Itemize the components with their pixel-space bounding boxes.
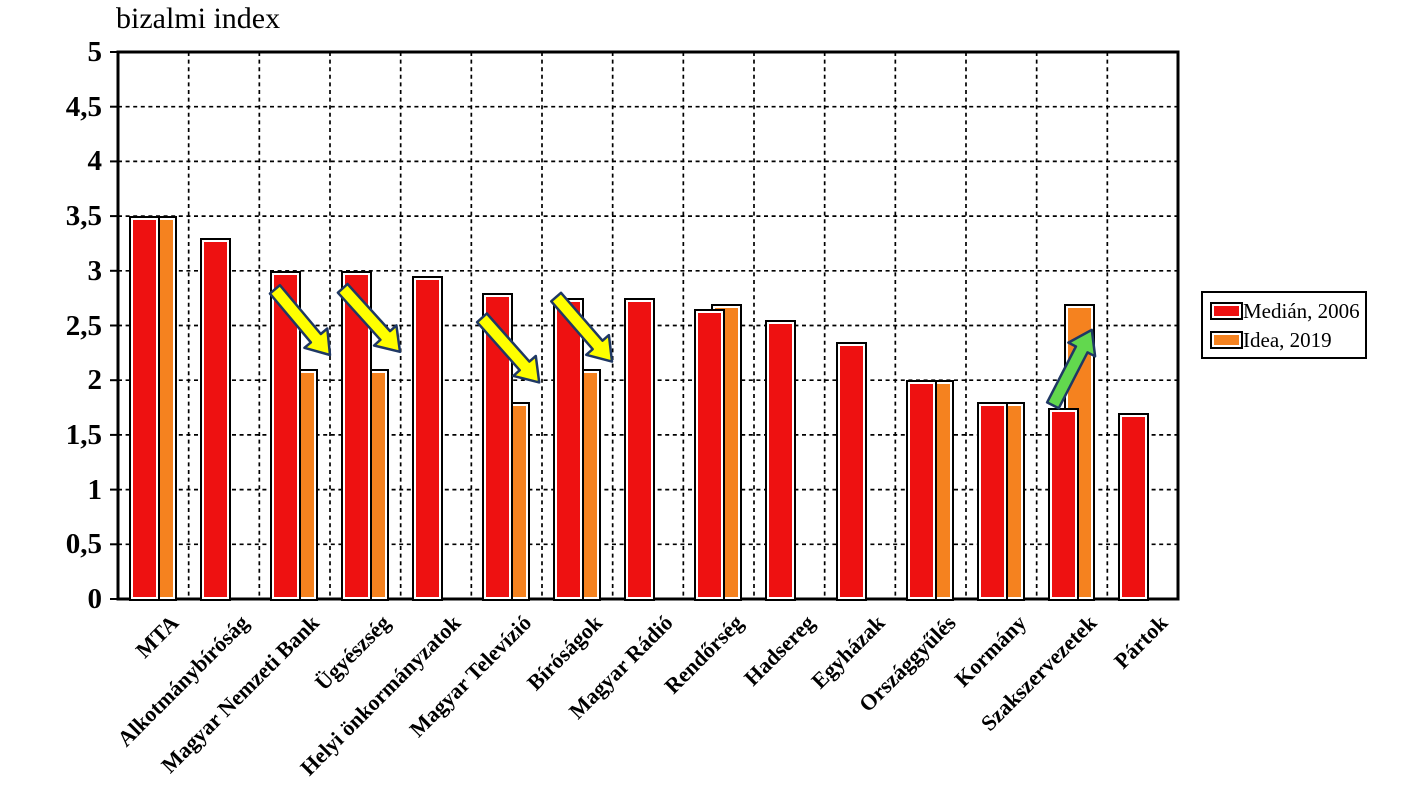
bar-median-orsz-ggy-l-s: [906, 380, 938, 601]
trend-arrow-down-icon: [549, 291, 614, 363]
y-axis-tick-label: 2,5: [65, 309, 102, 342]
legend-label-idea: Idea, 2019: [1243, 327, 1332, 352]
bar-median-rend-rs-g: [694, 309, 726, 601]
bar-median-egyh-zak: [835, 341, 867, 601]
trend-arrow-down-icon: [475, 312, 541, 384]
legend-swatch-idea-icon: [1210, 330, 1243, 349]
bar-median-b-r-s-gok: [553, 298, 584, 601]
bar-median-alkotm-nyb-r-s-g: [199, 237, 231, 601]
trend-arrow-up-icon: [1045, 328, 1097, 410]
y-axis-tick-label: 3,5: [65, 200, 102, 233]
legend-label-median: Medián, 2006: [1243, 298, 1360, 323]
y-axis-tick-label: 2: [87, 364, 103, 397]
legend-item-median: Medián, 2006: [1210, 300, 1365, 322]
y-axis-tick-label: 0: [87, 583, 103, 615]
chart-title: bizalmi index: [116, 2, 281, 35]
bar-median-korm-ny: [977, 402, 1008, 601]
legend-swatch-median-icon: [1210, 301, 1243, 320]
trend-arrow-down-icon: [268, 283, 332, 357]
y-axis-tick-label: 5: [87, 36, 103, 68]
y-axis-tick-label: 1,5: [65, 418, 102, 451]
y-axis-tick-label: 4: [87, 145, 103, 178]
legend-item-idea: Idea, 2019: [1210, 329, 1365, 351]
y-axis-tick-label: 4,5: [65, 90, 102, 123]
bar-median-szakszervezetek: [1047, 407, 1079, 601]
y-axis-tick-label: 0,5: [65, 528, 102, 561]
legend: Medián, 2006 Idea, 2019: [1201, 291, 1367, 359]
bar-median-p-rtok: [1118, 413, 1150, 601]
bar-median-magyar-r-di: [623, 298, 655, 601]
bar-median-helyi-nkorm-nyzatok: [411, 276, 443, 601]
bar-median-mta: [129, 216, 160, 601]
y-axis-tick-label: 1: [87, 473, 103, 506]
y-axis-tick-label: 3: [87, 254, 103, 287]
bar-median-hadsereg: [765, 320, 796, 601]
trend-arrow-down-icon: [336, 282, 402, 354]
